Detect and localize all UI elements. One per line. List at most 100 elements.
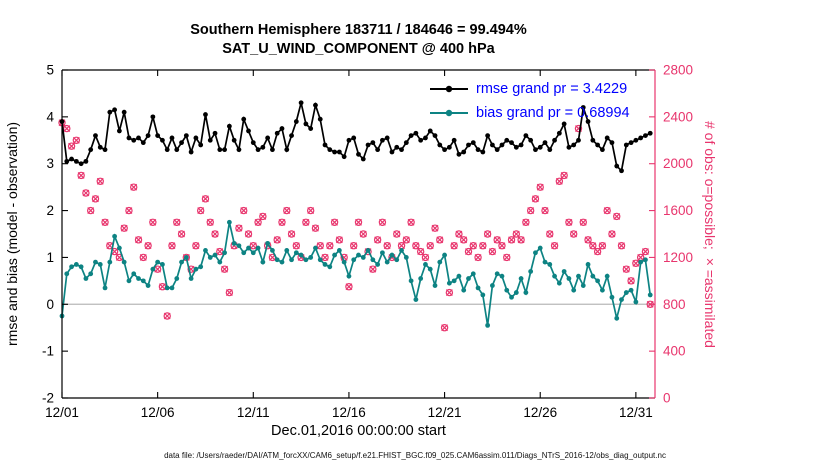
bias-series-marker (289, 257, 294, 263)
obs-assimilated-marker (522, 218, 530, 226)
obs-assimilated-marker (474, 254, 482, 261)
obs-possible-marker (206, 218, 214, 226)
obs-assimilated-marker (632, 259, 640, 267)
bias-series-marker (83, 276, 89, 281)
rmse-series-marker (599, 147, 605, 153)
rmse-series-marker (466, 142, 471, 148)
obs-possible-marker (416, 247, 425, 256)
bias-series-marker (480, 292, 486, 298)
y-left-tick-label: 3 (46, 156, 54, 171)
bias-series-marker (346, 273, 352, 279)
bias-series-marker (293, 250, 299, 256)
rmse-series-marker (231, 137, 237, 143)
rmse-series-marker (336, 149, 342, 155)
obs-assimilated-marker (350, 242, 358, 250)
bias-series-marker (370, 257, 376, 263)
obs-assimilated-marker (637, 254, 645, 261)
obs-possible-marker (283, 206, 291, 215)
obs-possible-marker (77, 171, 85, 180)
rmse-series-marker (399, 147, 404, 153)
bias-series-marker (308, 255, 314, 260)
obs-possible-marker (211, 230, 219, 238)
rmse-series-marker (236, 147, 242, 153)
obs-possible-marker (421, 253, 430, 262)
obs-assimilated-marker (374, 236, 382, 244)
y-left-tick-label: 2 (46, 203, 54, 218)
bias-series-marker (313, 245, 318, 251)
y-right-tick-label: 1200 (663, 250, 693, 265)
bias-series-marker (485, 322, 491, 328)
obs-possible-marker (641, 247, 650, 256)
bias-series-marker (279, 259, 285, 265)
obs-assimilated-marker (407, 218, 415, 226)
obs-assimilated-marker (431, 224, 439, 232)
obs-possible-marker (163, 312, 171, 320)
rmse-series-marker (499, 142, 505, 148)
bias-series-marker (179, 259, 184, 265)
rmse-series-marker (413, 130, 419, 136)
obs-possible-marker (393, 230, 401, 238)
rmse-series-marker (427, 128, 433, 134)
obs-assimilated-marker (120, 224, 128, 232)
obs-assimilated-marker (589, 242, 597, 250)
obs-possible-marker (130, 183, 138, 191)
bias-series-marker (470, 271, 476, 277)
obs-assimilated-marker (245, 230, 252, 238)
datafile-caption: data file: /Users/raeder/DAI/ATM_forcXX/… (164, 451, 666, 460)
rmse-series-marker (78, 161, 84, 167)
obs-assimilated-marker (398, 242, 405, 250)
obs-possible-marker (627, 277, 635, 285)
rmse-series-marker (470, 140, 476, 146)
obs-assimilated-marker (378, 218, 386, 226)
bias-series-marker (93, 259, 98, 265)
rmse-series-marker (566, 144, 572, 150)
obs-assimilated-marker (178, 230, 185, 238)
obs-assimilated-marker (77, 172, 85, 179)
rmse-series-marker (265, 135, 271, 141)
obs-possible-marker (450, 242, 458, 250)
bias-series-marker (542, 259, 548, 265)
rmse-series-marker (389, 149, 395, 155)
bias-series-line (61, 222, 652, 326)
bias-series-marker (64, 271, 70, 277)
obs-assimilated-marker (63, 125, 71, 132)
obs-possible-marker (593, 247, 602, 256)
rmse-series-marker (121, 109, 127, 115)
rmse-series-marker (437, 142, 443, 148)
obs-assimilated-marker (87, 207, 95, 214)
y-left-tick-label: 4 (46, 109, 54, 124)
rmse-series-marker (83, 158, 89, 164)
obs-assimilated-marker (622, 265, 630, 273)
rmse-series-marker (131, 137, 137, 143)
bias-series-marker (260, 259, 266, 265)
obs-possible-marker (546, 230, 554, 238)
obs-assimilated-marker (101, 218, 109, 226)
obs-possible-marker (474, 253, 482, 262)
obs-possible-marker (617, 242, 626, 250)
obs-assimilated-marker (106, 242, 114, 250)
bias-series-marker (571, 287, 577, 293)
obs-possible-marker (321, 253, 329, 262)
bias-series-marker (174, 276, 180, 281)
obs-possible-marker (96, 177, 104, 185)
rmse-series-marker (332, 149, 337, 155)
obs-assimilated-marker (206, 218, 214, 226)
bias-series-marker (408, 278, 414, 284)
bias-series-marker (399, 248, 404, 253)
obs-possible-marker (464, 247, 473, 256)
obs-possible-marker (326, 242, 334, 250)
rmse-series-marker (317, 116, 323, 122)
bias-series-marker (595, 278, 601, 284)
obs-assimilated-marker (254, 218, 262, 226)
bias-series-marker (432, 283, 438, 288)
y-right-tick-label: 0 (663, 391, 671, 406)
y-left-tick-label: 1 (46, 250, 54, 265)
rmse-series-marker (274, 130, 280, 136)
obs-assimilated-marker (441, 324, 449, 332)
legend-entry-rmse: rmse grand pr = 3.4229 (428, 78, 630, 99)
obs-possible-marker (273, 236, 281, 244)
obs-assimilated-marker (345, 283, 353, 291)
rmse-series-marker (446, 144, 452, 150)
obs-assimilated-marker (211, 230, 219, 238)
